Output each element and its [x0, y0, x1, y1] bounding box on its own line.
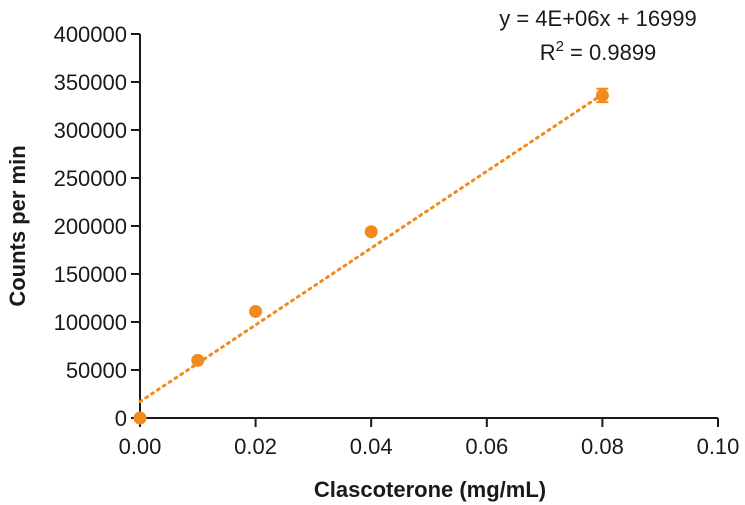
y-tick-label: 200000 [54, 214, 127, 239]
x-axis-title: Clascoterone (mg/mL) [314, 477, 546, 502]
data-point [133, 411, 147, 425]
y-tick-label: 100000 [54, 310, 127, 335]
data-point [364, 225, 378, 239]
x-tick-label: 0.08 [581, 434, 624, 459]
r-squared-label: R2 = 0.9899 [540, 38, 657, 65]
y-axis-title: Counts per min [5, 145, 30, 306]
y-tick-label: 50000 [66, 358, 127, 383]
x-axis-ticks: 0.00 0.02 0.04 0.06 0.08 0.10 [119, 418, 740, 459]
axes [139, 34, 718, 419]
y-tick-label: 350000 [54, 70, 127, 95]
trendline-equation: y = 4E+06x + 16999 [499, 6, 697, 31]
y-tick-label: 300000 [54, 118, 127, 143]
r-squared-superscript: 2 [556, 38, 564, 55]
trendline [138, 92, 604, 404]
data-point [191, 353, 205, 367]
x-tick-label: 0.04 [350, 434, 393, 459]
y-tick-label: 400000 [54, 22, 127, 47]
trendline-group [138, 92, 604, 404]
x-tick-label: 0.02 [234, 434, 277, 459]
y-tick-label: 250000 [54, 166, 127, 191]
y-axis-ticks: 0 50000 100000 150000 200000 250000 300000 3500… [54, 22, 140, 431]
data-points [133, 87, 609, 425]
data-point [595, 88, 609, 102]
x-tick-label: 0.10 [697, 434, 740, 459]
y-tick-label: 0 [115, 406, 127, 431]
x-tick-label: 0.00 [119, 434, 162, 459]
r-squared-value: = 0.9899 [564, 40, 656, 65]
data-point [249, 304, 263, 318]
x-tick-label: 0.06 [465, 434, 508, 459]
r-squared-prefix: R [540, 40, 556, 65]
y-tick-label: 150000 [54, 262, 127, 287]
